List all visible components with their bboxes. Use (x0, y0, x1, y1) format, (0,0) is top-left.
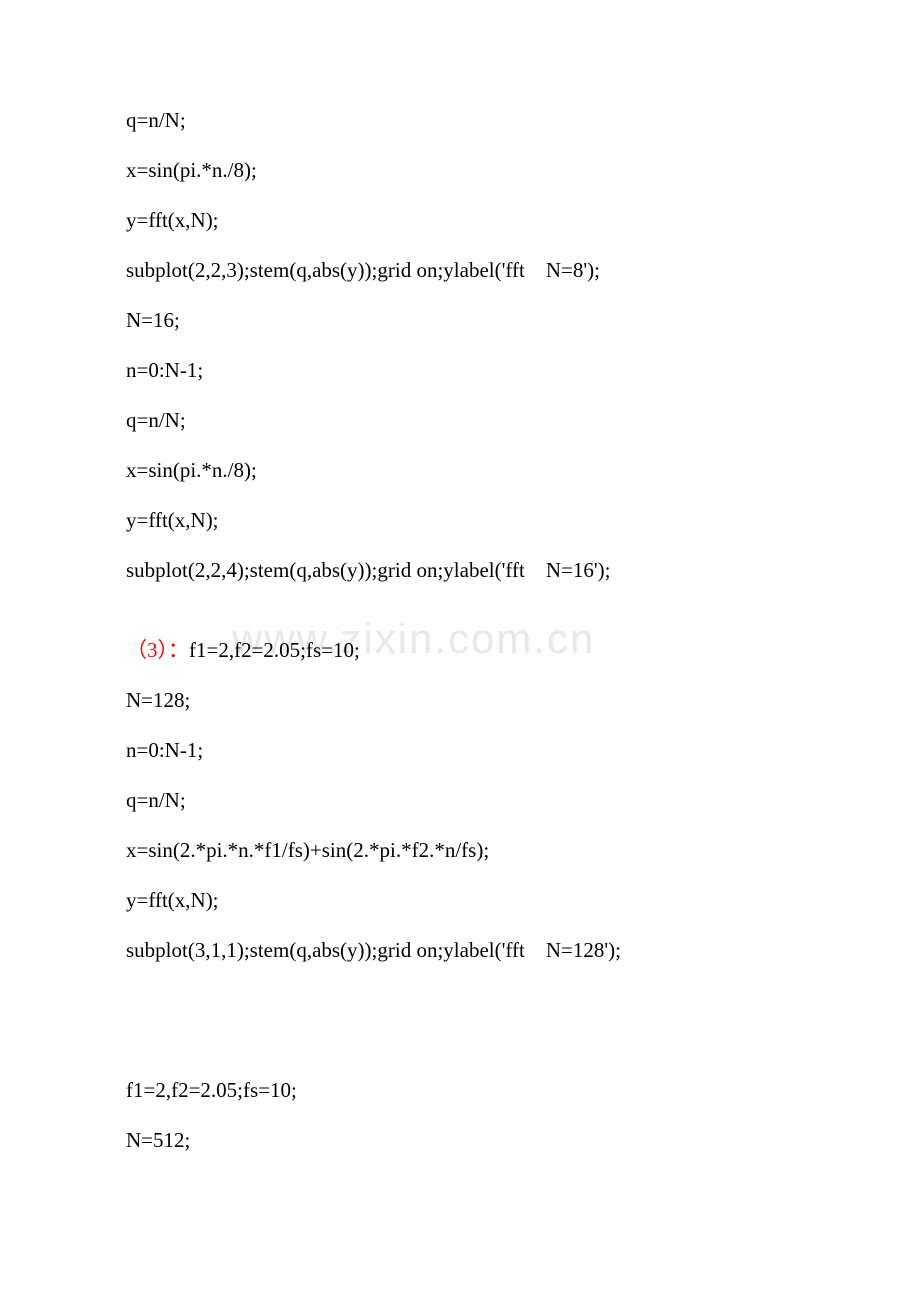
code-line: N=128; (126, 690, 794, 711)
section-gap (126, 610, 794, 640)
code-line: y=fft(x,N); (126, 510, 794, 531)
code-line: subplot(2,2,3);stem(q,abs(y));grid on;yl… (126, 260, 794, 281)
code-line: x=sin(pi.*n./8); (126, 460, 794, 481)
code-line: x=sin(pi.*n./8); (126, 160, 794, 181)
code-line: f1=2,f2=2.05;fs=10; (126, 1080, 794, 1101)
code-line: N=512; (126, 1130, 794, 1151)
code-line: y=fft(x,N); (126, 890, 794, 911)
section-gap (126, 1050, 794, 1080)
section-gap-large (126, 990, 794, 1050)
code-line: subplot(2,2,4);stem(q,abs(y));grid on;yl… (126, 560, 794, 581)
code-line: n=0:N-1; (126, 360, 794, 381)
section-number: （3）： (126, 638, 189, 662)
code-line: q=n/N; (126, 790, 794, 811)
code-line: subplot(3,1,1);stem(q,abs(y));grid on;yl… (126, 940, 794, 961)
code-line: n=0:N-1; (126, 740, 794, 761)
page-content: q=n/N; x=sin(pi.*n./8); y=fft(x,N); subp… (0, 0, 920, 1151)
code-line: N=16; (126, 310, 794, 331)
code-line: y=fft(x,N); (126, 210, 794, 231)
code-line: x=sin(2.*pi.*n.*f1/fs)+sin(2.*pi.*f2.*n/… (126, 840, 794, 861)
code-line: q=n/N; (126, 110, 794, 131)
code-text: f1=2,f2=2.05;fs=10; (189, 638, 360, 662)
code-line: q=n/N; (126, 410, 794, 431)
code-line-section-header: （3）：f1=2,f2=2.05;fs=10; (126, 640, 794, 661)
